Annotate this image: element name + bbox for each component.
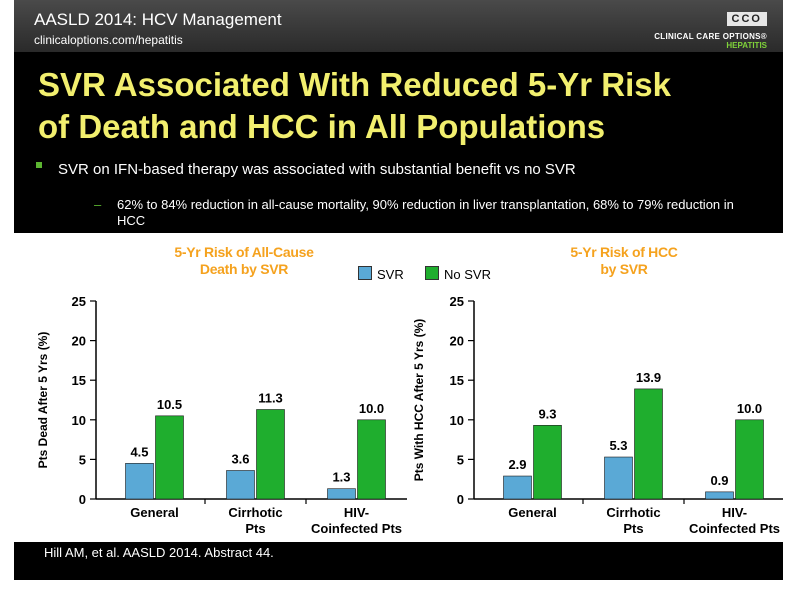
bar-svr bbox=[125, 463, 154, 500]
chart-2-title-line-2: by SVR bbox=[600, 261, 648, 277]
header-subtitle: clinicaloptions.com/hepatitis bbox=[34, 33, 183, 47]
y-tick-label: 25 bbox=[72, 294, 86, 309]
chart-2-title-line-1: 5-Yr Risk of HCC bbox=[570, 244, 678, 260]
bar-svr bbox=[327, 488, 356, 500]
legend-swatch-no-svr bbox=[425, 266, 439, 280]
bar-no-svr bbox=[256, 409, 285, 500]
data-label: 10.0 bbox=[737, 401, 762, 416]
logo-text: CLINICAL CARE OPTIONS® bbox=[654, 32, 767, 41]
legend-label-svr: SVR bbox=[377, 267, 404, 282]
bar-svr bbox=[705, 491, 734, 500]
y-tick-label: 10 bbox=[72, 413, 86, 428]
category-label: Pts bbox=[245, 521, 265, 536]
data-label: 9.3 bbox=[538, 406, 556, 421]
category-label: Cirrhotic bbox=[606, 505, 660, 520]
category-label: HIV- bbox=[722, 505, 747, 520]
logo-subtext: HEPATITIS bbox=[726, 41, 767, 50]
data-label: 10.0 bbox=[359, 401, 384, 416]
logo-mark: CCO bbox=[726, 12, 767, 26]
cco-logo: CCO CLINICAL CARE OPTIONS® HEPATITIS bbox=[627, 9, 767, 50]
bullet-2: – 62% to 84% reduction in all-cause mort… bbox=[94, 197, 757, 229]
bar-no-svr bbox=[357, 419, 386, 500]
legend-swatch-svr bbox=[358, 266, 372, 280]
category-label: Cirrhotic bbox=[228, 505, 282, 520]
legend-item-svr: SVR bbox=[358, 266, 404, 282]
bar-no-svr bbox=[735, 419, 764, 500]
header-bar: AASLD 2014: HCV Management clinicaloptio… bbox=[14, 0, 783, 52]
y-axis-label: Pts Dead After 5 Yrs (%) bbox=[36, 332, 50, 469]
bar-no-svr bbox=[634, 388, 663, 500]
bar-no-svr bbox=[533, 425, 562, 500]
dash-icon: – bbox=[94, 197, 102, 212]
y-tick-label: 15 bbox=[450, 373, 464, 388]
data-label: 11.3 bbox=[258, 391, 283, 406]
category-label: HIV- bbox=[344, 505, 369, 520]
bullet-1-text: SVR on IFN-based therapy was associated … bbox=[58, 161, 576, 178]
y-axis-label: Pts With HCC After 5 Yrs (%) bbox=[412, 319, 426, 482]
category-label: General bbox=[508, 505, 556, 520]
y-tick-label: 5 bbox=[79, 452, 86, 467]
category-label: Coinfected Pts bbox=[689, 521, 780, 536]
y-tick-label: 20 bbox=[450, 334, 464, 349]
bullet-1: SVR on IFN-based therapy was associated … bbox=[36, 161, 758, 178]
header-title: AASLD 2014: HCV Management bbox=[34, 10, 282, 29]
y-tick-label: 0 bbox=[457, 492, 464, 507]
slide-title-line-2: of Death and HCC in All Populations bbox=[38, 108, 606, 145]
data-label: 5.3 bbox=[609, 438, 627, 453]
citation: Hill AM, et al. AASLD 2014. Abstract 44. bbox=[44, 545, 274, 560]
bar-svr bbox=[226, 470, 255, 500]
y-tick-label: 5 bbox=[457, 452, 464, 467]
chart-2-title: 5-Yr Risk of HCC by SVR bbox=[504, 244, 744, 278]
bar-svr bbox=[503, 475, 532, 500]
data-label: 4.5 bbox=[130, 444, 148, 459]
data-label: 0.9 bbox=[710, 473, 728, 488]
bar-no-svr bbox=[155, 415, 184, 500]
legend-item-no-svr: No SVR bbox=[425, 266, 491, 282]
y-tick-label: 20 bbox=[72, 334, 86, 349]
bullet-2-text: 62% to 84% reduction in all-cause mortal… bbox=[117, 197, 734, 228]
y-tick-label: 0 bbox=[79, 492, 86, 507]
legend-label-no-svr: No SVR bbox=[444, 267, 491, 282]
y-tick-label: 10 bbox=[450, 413, 464, 428]
data-label: 2.9 bbox=[508, 457, 526, 472]
slide-title: SVR Associated With Reduced 5-Yr Risk of… bbox=[38, 64, 778, 148]
bar-svr bbox=[604, 456, 633, 500]
y-tick-label: 25 bbox=[450, 294, 464, 309]
bullet-square-icon bbox=[36, 162, 42, 168]
data-label: 1.3 bbox=[332, 470, 350, 485]
y-tick-label: 15 bbox=[72, 373, 86, 388]
category-label: General bbox=[130, 505, 178, 520]
slide: AASLD 2014: HCV Management clinicaloptio… bbox=[14, 0, 783, 580]
data-label: 13.9 bbox=[636, 370, 661, 385]
category-label: Pts bbox=[623, 521, 643, 536]
chart-1-title: 5-Yr Risk of All-Cause Death by SVR bbox=[124, 244, 364, 278]
chart-1-title-line-1: 5-Yr Risk of All-Cause bbox=[174, 244, 314, 260]
bar-charts: 0 5 10 15 20 25 Pts Dead After 5 Yrs (%) 4.5 10.… bbox=[36, 294, 783, 536]
chart-1-title-line-2: Death by SVR bbox=[199, 261, 289, 277]
data-label: 3.6 bbox=[231, 451, 249, 466]
data-label: 10.5 bbox=[157, 397, 182, 412]
category-label: Coinfected Pts bbox=[311, 521, 402, 536]
slide-title-line-1: SVR Associated With Reduced 5-Yr Risk bbox=[38, 66, 671, 103]
